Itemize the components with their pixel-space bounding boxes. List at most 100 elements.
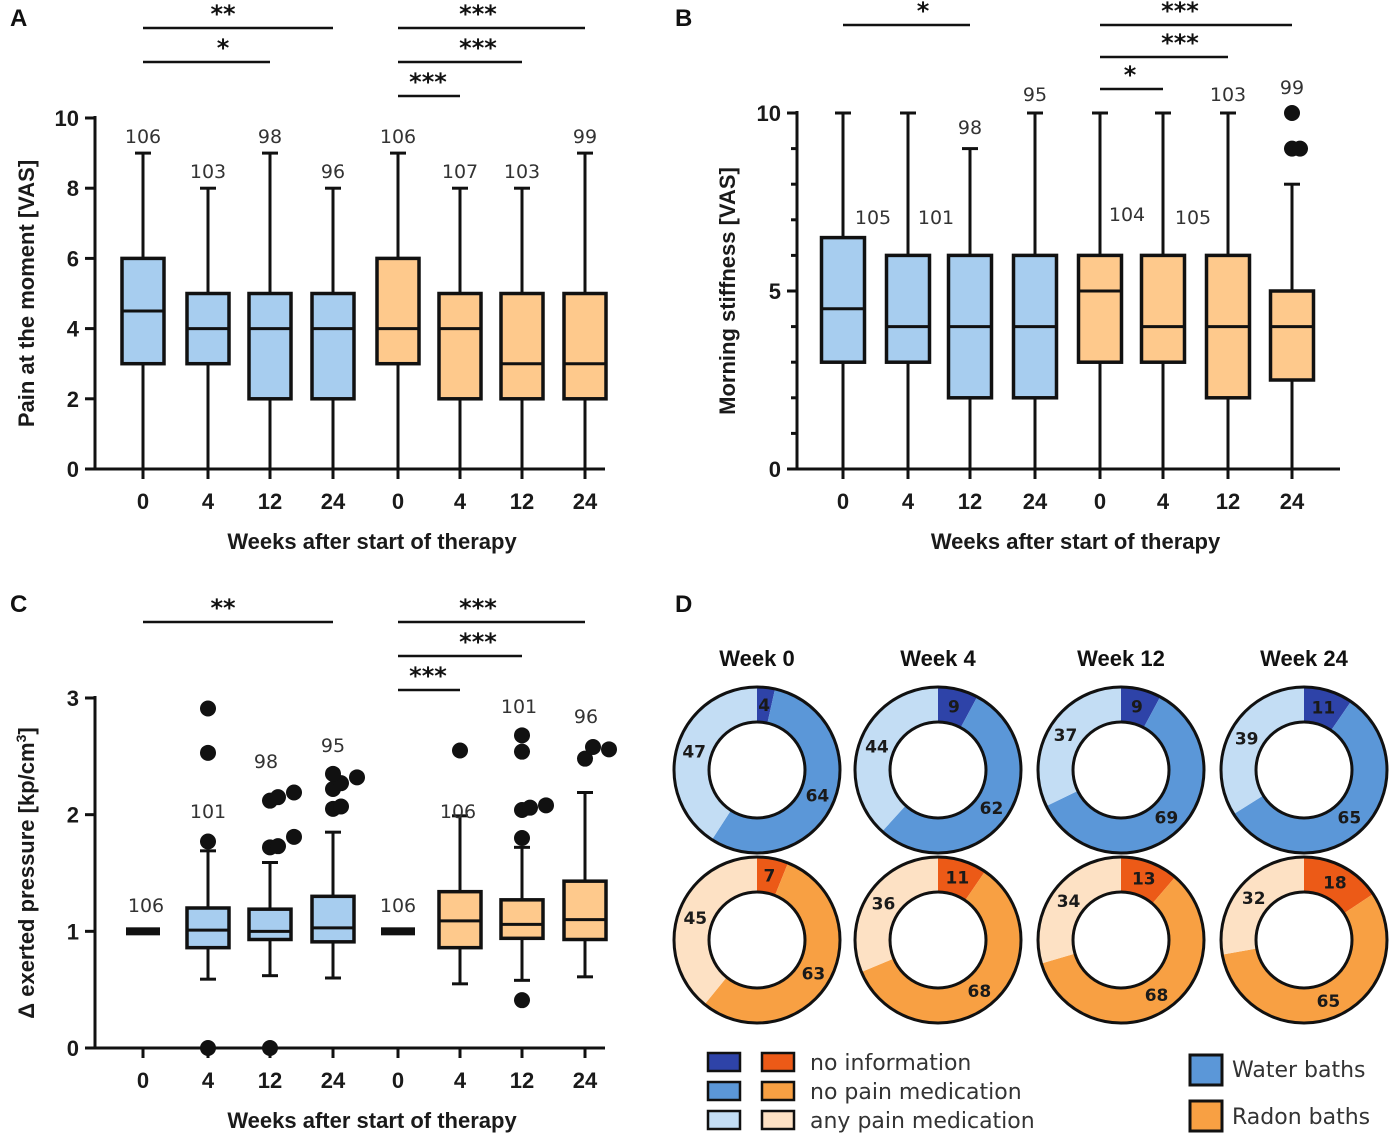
- donut-slice-no-information: [1121, 687, 1161, 728]
- n-label: 106: [125, 126, 161, 148]
- outlier-point: [349, 769, 365, 786]
- legend-swatch-water: [706, 1051, 742, 1073]
- donut-value-label: 7: [764, 867, 776, 887]
- box: [819, 235, 867, 364]
- x-axis-title: Weeks after start of therapy: [227, 1108, 517, 1133]
- donut-slice-any-pain-medication: [1038, 856, 1121, 964]
- outlier-point: [1292, 140, 1308, 157]
- n-label: 95: [1023, 84, 1047, 106]
- donut-slice-any-pain-medication: [1221, 687, 1304, 815]
- boxplot-exerted-pressure: 0 12 3 Δ exerted pressure [kp/cm3] Weeks aft…: [13, 594, 617, 1133]
- x-tick-label: 0: [137, 489, 149, 514]
- x-tick-label: 12: [510, 489, 534, 514]
- donut-value-label: 11: [1312, 698, 1336, 718]
- n-label: 106: [440, 801, 476, 823]
- outlier-point: [262, 1040, 278, 1056]
- x-axis-title: Weeks after start of therapy: [227, 529, 517, 554]
- donut-inner-ring: [888, 890, 988, 990]
- n-label: 98: [958, 117, 982, 139]
- donut-inner-ring: [1071, 890, 1171, 990]
- significance-stars: ***: [409, 68, 447, 96]
- legend-swatch-radon: [760, 1080, 796, 1102]
- donut-value-label: 11: [946, 868, 970, 888]
- donut-slice-no-information: [938, 857, 985, 901]
- donut-value-label: 34: [1057, 892, 1081, 912]
- significance-stars: **: [210, 594, 236, 622]
- donut-week-title: Week 24: [1260, 646, 1348, 671]
- x-axis-title: Weeks after start of therapy: [931, 529, 1221, 554]
- donut-value-label: 62: [980, 799, 1004, 819]
- significance-stars: *: [917, 0, 930, 25]
- box: [499, 291, 545, 401]
- outlier-point: [325, 765, 341, 782]
- y-tick-label: 2: [67, 387, 79, 412]
- donut-outer-ring: [1036, 855, 1206, 1025]
- donut-outer-ring: [1036, 685, 1206, 855]
- outlier-point: [200, 833, 216, 850]
- significance-stars: ***: [459, 34, 497, 62]
- donut-week-title: Week 0: [719, 646, 794, 671]
- x-tick-label: 24: [573, 489, 598, 514]
- donut-inner-ring: [707, 720, 807, 820]
- x-tick-label: 0: [1094, 489, 1106, 514]
- donut-value-label: 32: [1242, 889, 1266, 909]
- y-tick-label: 8: [67, 176, 79, 201]
- y-tick-label: 3: [67, 686, 79, 711]
- donut-slice-no-pain-medication: [1041, 877, 1204, 1024]
- donut-outer-ring: [672, 855, 842, 1025]
- donut-slice-no-information: [1304, 857, 1374, 914]
- y-tick-label: 0: [67, 1036, 79, 1061]
- outlier-point: [577, 750, 593, 767]
- donut-slice-no-pain-medication: [1233, 701, 1387, 854]
- donut-value-label: 44: [865, 737, 889, 757]
- donut-value-label: 69: [1155, 808, 1179, 828]
- donut-slice-any-pain-medication: [1221, 857, 1304, 955]
- outlier-point: [585, 739, 601, 755]
- donut-slice-no-pain-medication: [1046, 696, 1204, 854]
- legend-label-water-baths: Water baths: [1232, 1058, 1366, 1083]
- x-tick-label: 12: [510, 1068, 534, 1093]
- y-axis-title: Δ exerted pressure [kp/cm3]: [13, 727, 39, 1018]
- donut-outer-ring: [853, 855, 1023, 1025]
- donut-week-title: Week 12: [1077, 646, 1165, 671]
- box: [499, 898, 545, 941]
- donut-value-label: 68: [1145, 986, 1169, 1006]
- outlier-point: [601, 741, 617, 758]
- box: [310, 894, 356, 944]
- donut-inner-ring: [1254, 720, 1354, 820]
- donut-value-label: 18: [1323, 873, 1347, 893]
- outlier-point: [200, 1040, 216, 1056]
- donut-outer-ring: [853, 685, 1023, 855]
- panel-label-a: A: [10, 5, 27, 32]
- donut-inner-ring: [1254, 890, 1354, 990]
- y-tick-label: 5: [769, 279, 781, 304]
- donut-slice-any-pain-medication: [855, 687, 938, 832]
- n-label: 99: [573, 126, 597, 148]
- outlier-point: [514, 830, 530, 846]
- significance-stars: ***: [1161, 0, 1199, 25]
- donut-value-label: 39: [1235, 729, 1259, 749]
- box-flat: [381, 927, 415, 936]
- outlier-point: [270, 789, 286, 806]
- n-label: 104: [1109, 204, 1145, 226]
- panel-label-b: B: [675, 5, 692, 32]
- outlier-point: [286, 784, 302, 801]
- outlier-point: [522, 799, 538, 816]
- donut-value-label: 65: [1338, 808, 1362, 828]
- donut-value-label: 47: [682, 742, 706, 762]
- donut-value-label: 63: [802, 964, 826, 984]
- n-label: 105: [1175, 207, 1211, 229]
- outlier-point: [514, 727, 530, 744]
- outlier-point: [514, 992, 530, 1009]
- n-label: 103: [1210, 84, 1246, 106]
- donut-value-label: 64: [806, 786, 830, 806]
- donut-slice-no-information: [757, 857, 788, 896]
- y-tick-label: 10: [757, 101, 781, 126]
- significance-stars: ***: [459, 628, 497, 656]
- significance-stars: *: [217, 34, 230, 62]
- x-tick-label: 12: [958, 489, 982, 514]
- donut-value-label: 9: [1131, 697, 1143, 717]
- n-label: 106: [128, 895, 164, 917]
- n-label: 105: [855, 207, 891, 229]
- y-axis-title: Morning stiffness [VAS]: [715, 167, 740, 415]
